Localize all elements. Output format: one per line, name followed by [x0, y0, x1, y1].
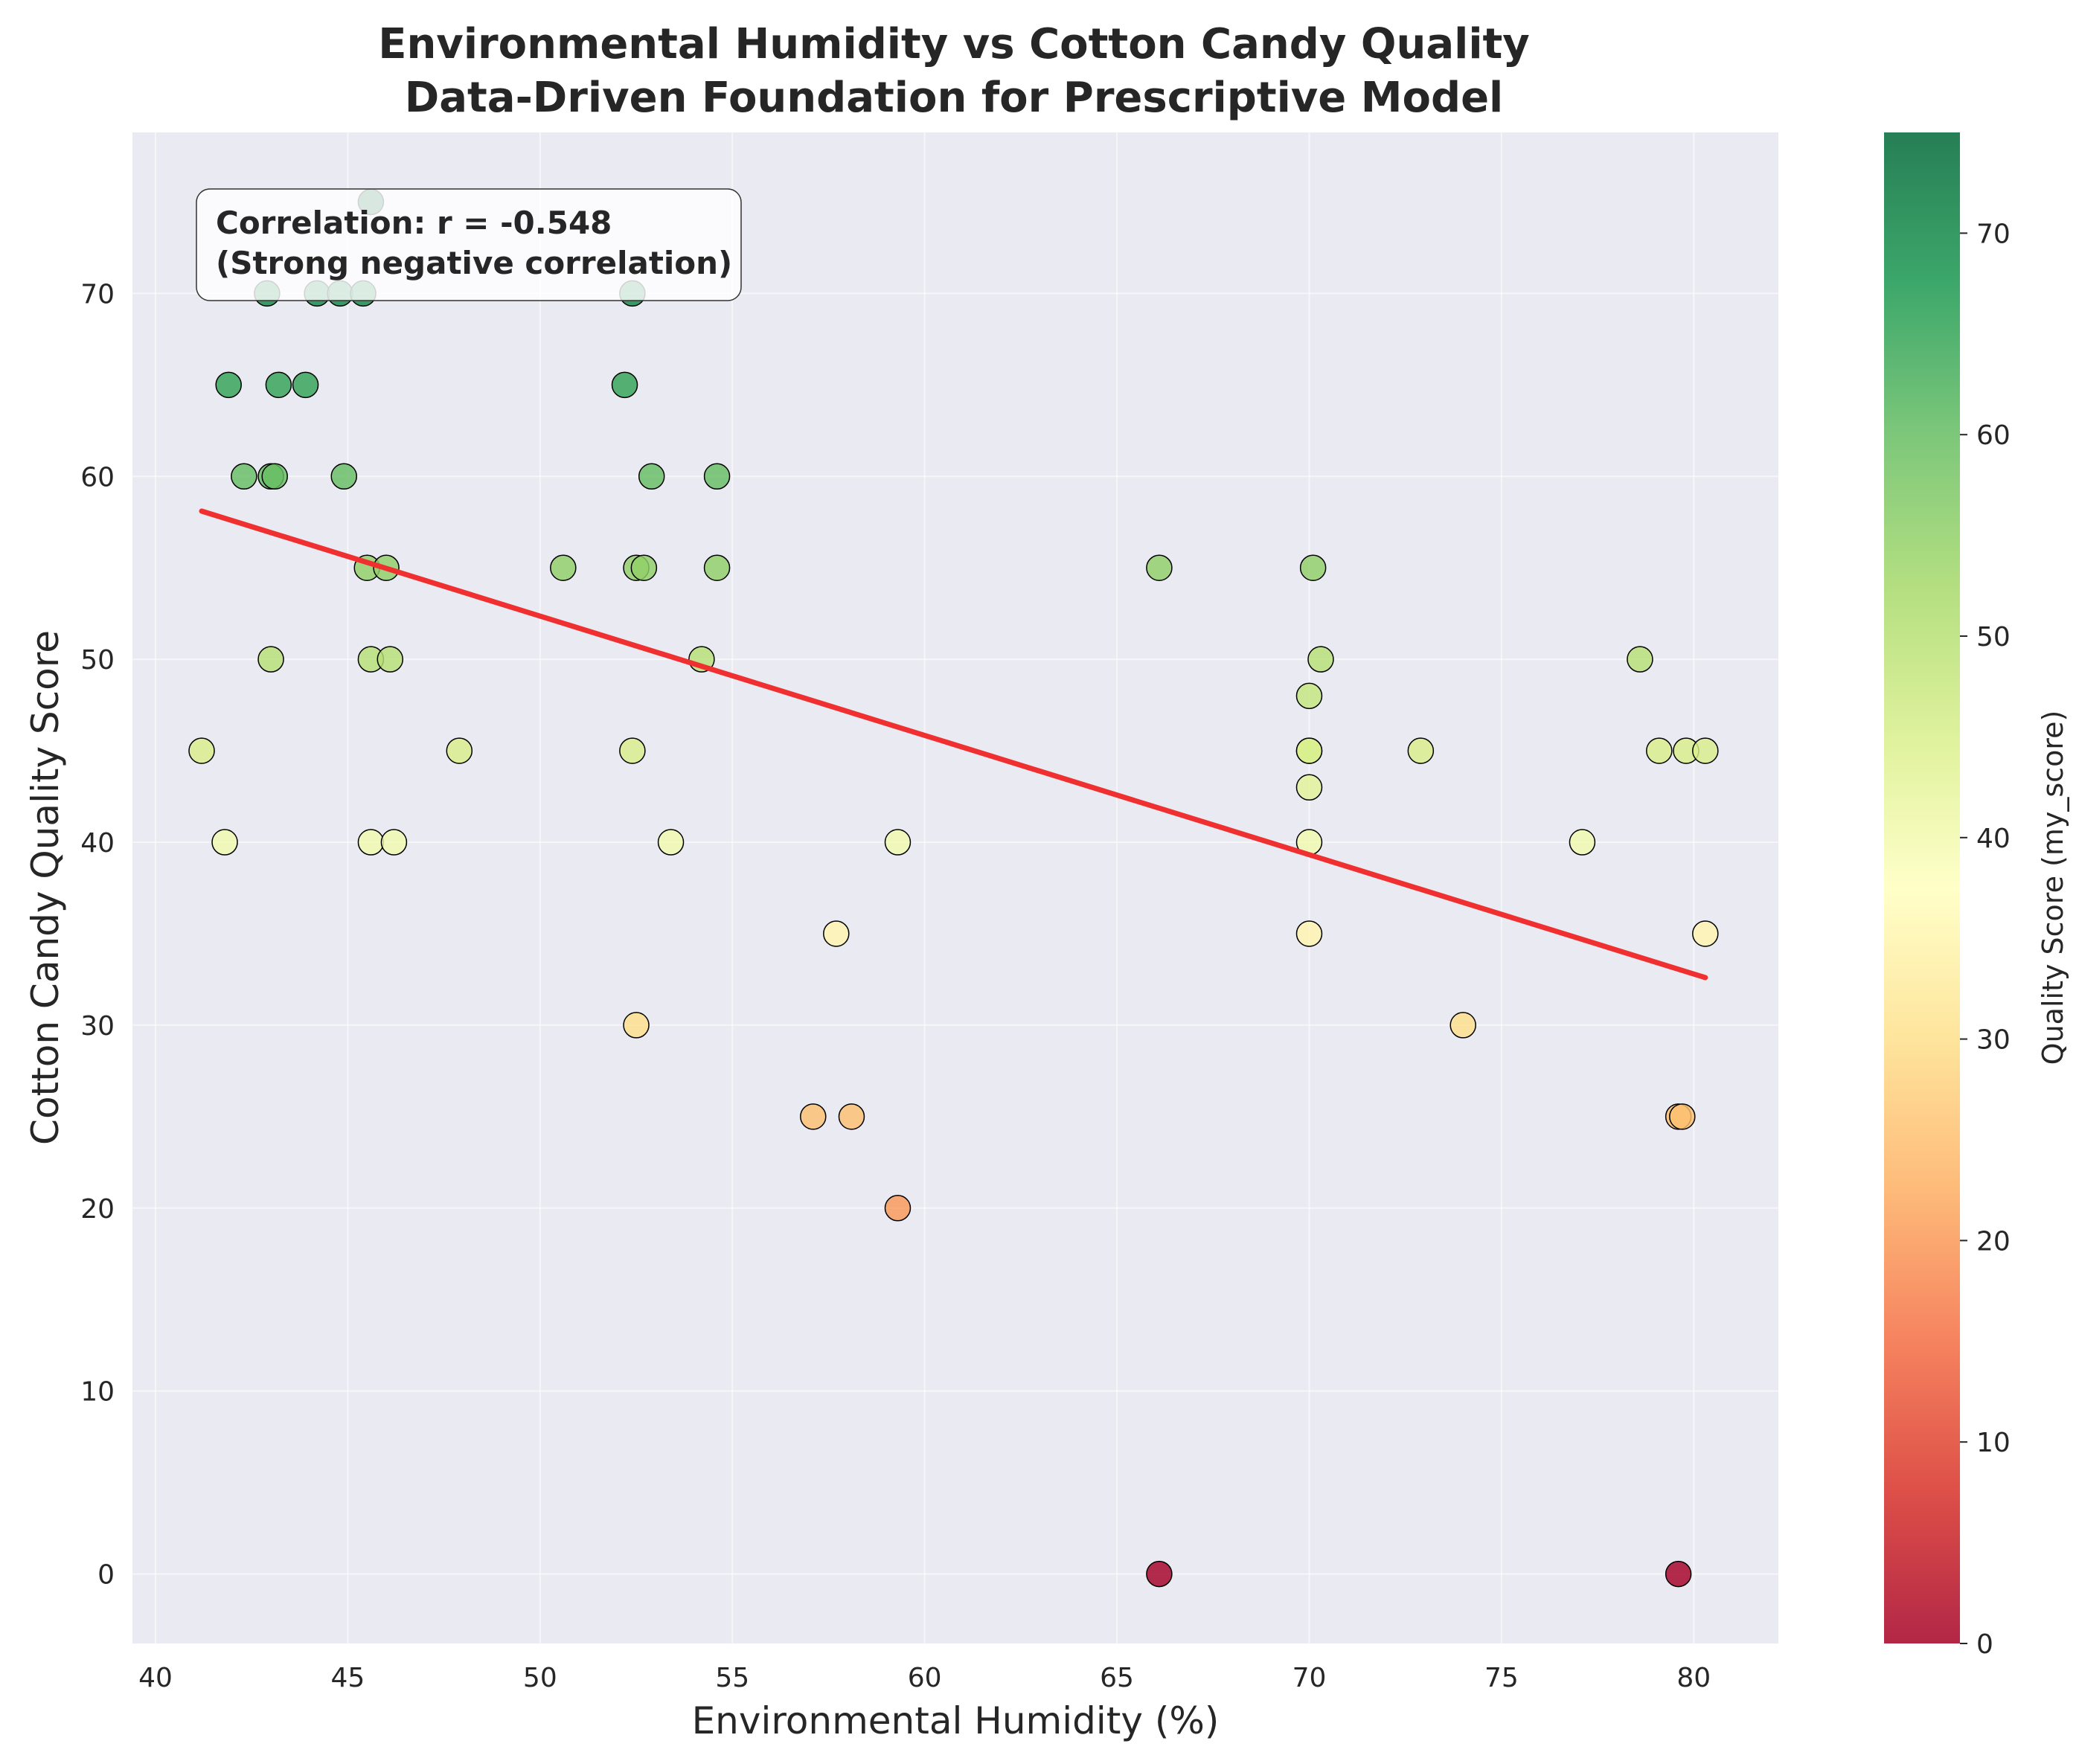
scatter-point	[884, 829, 912, 856]
plot-area	[132, 132, 1778, 1643]
scatter-point	[611, 371, 638, 399]
correlation-annotation: Correlation: r = -0.548 (Strong negative…	[196, 188, 742, 301]
scatter-point	[838, 1103, 865, 1130]
scatter-point	[446, 737, 473, 764]
x-tick-label: 75	[1484, 1663, 1519, 1693]
y-axis-label: Cotton Candy Quality Score	[24, 630, 67, 1145]
scatter-point	[257, 646, 284, 673]
scatter-point	[357, 829, 385, 856]
x-axis-label: Environmental Humidity (%)	[692, 1699, 1220, 1742]
scatter-point	[1569, 829, 1596, 856]
chart-title: Environmental Humidity vs Cotton Candy Q…	[378, 20, 1530, 68]
y-tick-label: 20	[80, 1194, 115, 1225]
y-tick-label: 10	[80, 1377, 115, 1408]
scatter-point	[1692, 737, 1719, 764]
scatter-point	[1295, 774, 1323, 801]
y-tick-label: 70	[80, 279, 115, 309]
scatter-point	[623, 1012, 650, 1039]
grid	[132, 132, 1778, 1643]
scatter-point	[1692, 920, 1719, 947]
scatter-point	[630, 554, 658, 581]
scatter-point	[380, 829, 408, 856]
x-tick-label: 60	[908, 1663, 942, 1693]
colorbar-gradient	[1884, 132, 1960, 1643]
scatter-point	[1299, 554, 1327, 581]
x-tick-label: 40	[138, 1663, 173, 1693]
y-tick-label: 60	[80, 462, 115, 493]
x-tick-label: 50	[523, 1663, 557, 1693]
scatter-points	[188, 188, 1719, 1588]
colorbar-tick-label: 60	[1976, 420, 2011, 451]
scatter-point	[211, 829, 238, 856]
x-tick-label: 65	[1100, 1663, 1134, 1693]
scatter-point	[215, 371, 242, 399]
colorbar-label: Quality Score (my_score)	[2037, 711, 2069, 1065]
scatter-point	[1449, 1012, 1476, 1039]
scatter-point	[1646, 737, 1673, 764]
colorbar-tick-label: 70	[1976, 219, 2011, 249]
scatter-point	[292, 371, 319, 399]
scatter-point	[823, 920, 850, 947]
colorbar-tick-label: 40	[1976, 824, 2011, 854]
scatter-point	[800, 1103, 827, 1130]
x-tick-label: 70	[1292, 1663, 1327, 1693]
y-tick-label: 40	[80, 828, 115, 859]
scatter-point	[1295, 920, 1323, 947]
scatter-point	[1669, 1103, 1696, 1130]
y-tick-label: 30	[80, 1011, 115, 1042]
scatter-point	[657, 829, 685, 856]
colorbar-tick-label: 50	[1976, 622, 2011, 652]
scatter-point	[1307, 646, 1334, 673]
scatter-point	[377, 646, 404, 673]
colorbar-ticks: 0 10 20 30 40 50 60 70	[1960, 219, 2011, 1660]
colorbar-tick-label: 30	[1976, 1025, 2011, 1056]
scatter-point	[330, 463, 358, 490]
scatter-point	[638, 463, 665, 490]
scatter-point	[703, 463, 731, 490]
x-tick-label: 80	[1676, 1663, 1711, 1693]
y-tick-label: 50	[80, 645, 115, 676]
scatter-point	[703, 554, 731, 581]
colorbar-tick-label: 10	[1976, 1428, 2011, 1458]
annotation-line-1: Correlation: r = -0.548	[216, 205, 612, 241]
y-tick-label: 0	[97, 1560, 115, 1591]
scatter-point	[1665, 1560, 1692, 1588]
annotation-line-2: (Strong negative correlation)	[216, 245, 732, 281]
chart-subtitle: Data-Driven Foundation for Prescriptive …	[405, 74, 1504, 122]
scatter-point	[1295, 737, 1323, 764]
scatter-point	[619, 737, 646, 764]
colorbar-tick-label: 20	[1976, 1226, 2011, 1257]
scatter-point	[884, 1195, 912, 1222]
scatter-point	[1627, 646, 1653, 673]
scatter-point	[188, 737, 215, 764]
annotation-box	[196, 188, 742, 301]
colorbar-tick-label: 0	[1976, 1629, 1993, 1660]
scatter-point	[1407, 737, 1435, 764]
colorbar: 0 10 20 30 40 50 60 70 Quality Score (my_score)	[1884, 132, 2069, 1660]
scatter-point	[265, 371, 292, 399]
x-tick-label: 55	[715, 1663, 749, 1693]
scatter-point	[1146, 1560, 1173, 1588]
trend-line	[199, 508, 1708, 981]
scatter-point	[1295, 682, 1323, 710]
x-tick-label: 45	[331, 1663, 365, 1693]
x-axis-ticks: 40 45 50 55 60 65 70 75 80	[138, 1663, 1711, 1693]
scatter-point	[550, 554, 577, 581]
y-axis-ticks: 0 10 20 30 40 50 60 70	[80, 279, 115, 1590]
scatter-point	[231, 463, 257, 490]
scatter-point	[261, 463, 288, 490]
scatter-point	[1146, 554, 1173, 581]
